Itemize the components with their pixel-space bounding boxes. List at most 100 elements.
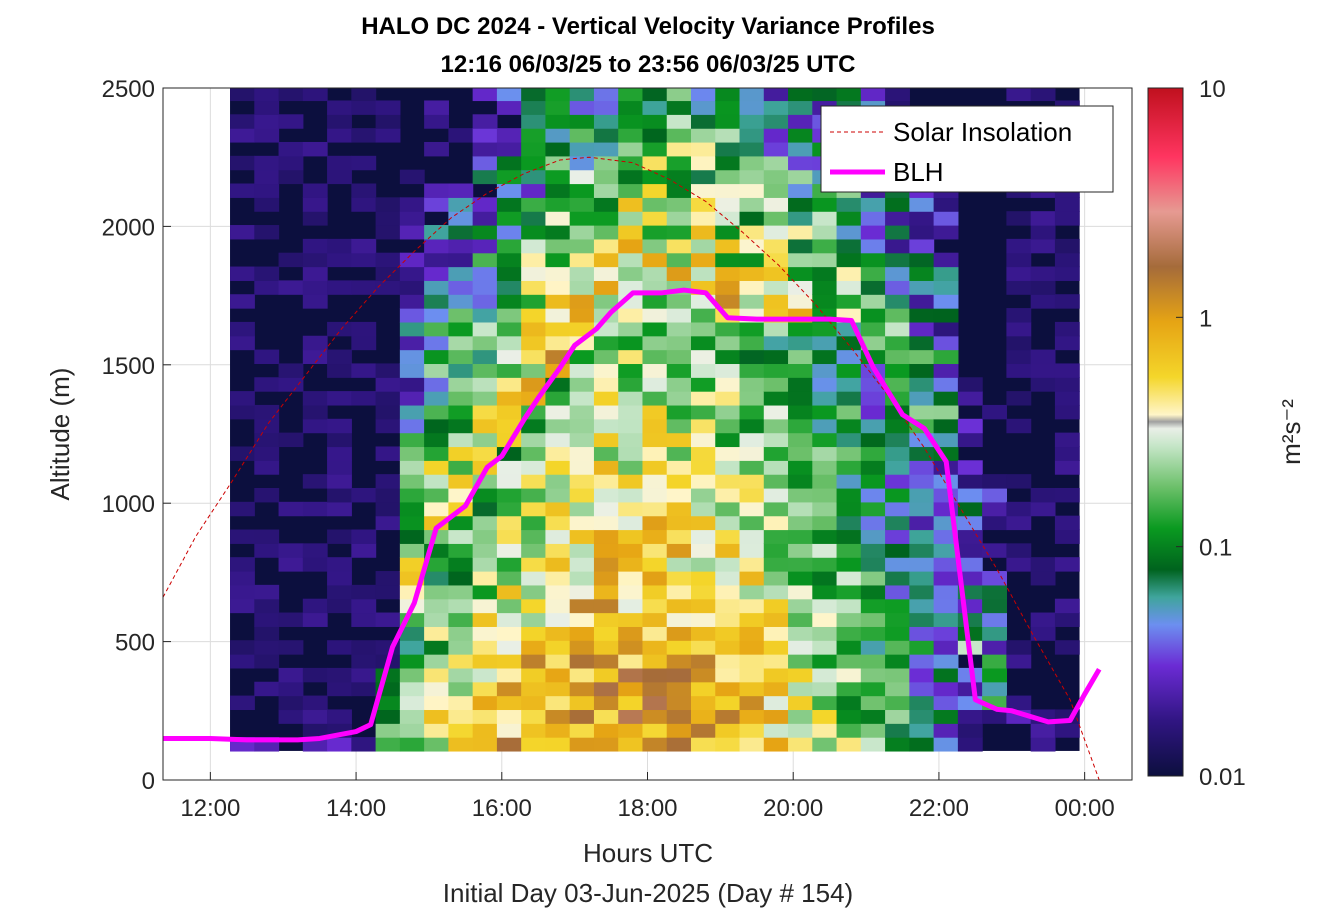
heatmap-cell bbox=[957, 391, 983, 406]
heatmap-cell bbox=[448, 128, 474, 143]
heatmap-cell bbox=[739, 584, 765, 600]
heatmap-cell bbox=[763, 487, 789, 503]
heatmap-cell bbox=[860, 280, 886, 295]
heatmap-cell bbox=[763, 169, 789, 185]
heatmap-cell bbox=[569, 294, 595, 309]
heatmap-cell bbox=[642, 225, 668, 240]
heatmap-cell bbox=[739, 543, 765, 558]
heatmap-cell bbox=[1006, 654, 1032, 669]
heatmap-cell bbox=[472, 557, 498, 572]
heatmap-cell bbox=[569, 225, 595, 240]
heatmap-cell bbox=[642, 183, 668, 198]
heatmap-cell bbox=[375, 391, 401, 406]
heatmap-cell bbox=[375, 266, 401, 281]
heatmap-cell bbox=[569, 626, 595, 641]
heatmap-cell bbox=[812, 487, 838, 503]
heatmap-cell bbox=[545, 128, 571, 143]
heatmap-cell bbox=[690, 404, 716, 420]
heatmap-cell bbox=[666, 487, 692, 503]
colorbar-tick-label: 10 bbox=[1199, 76, 1226, 103]
heatmap-cell bbox=[496, 141, 522, 157]
heatmap-cell bbox=[230, 321, 255, 337]
heatmap-cell bbox=[302, 197, 328, 212]
heatmap-cell bbox=[399, 543, 425, 558]
heatmap-cell bbox=[569, 446, 595, 461]
heatmap-cell bbox=[545, 681, 571, 697]
heatmap-cell bbox=[885, 543, 910, 558]
heatmap-cell bbox=[545, 183, 571, 198]
legend-label-blh: BLH bbox=[893, 157, 944, 187]
heatmap-cell bbox=[424, 557, 449, 572]
heatmap-cell bbox=[860, 681, 886, 697]
heatmap-cell bbox=[1030, 377, 1056, 392]
heatmap-cell bbox=[666, 183, 692, 198]
heatmap-cell bbox=[399, 377, 425, 392]
heatmap-cell bbox=[1054, 460, 1080, 475]
heatmap-cell bbox=[739, 280, 765, 295]
heatmap-cell bbox=[593, 280, 619, 295]
heatmap-cell bbox=[472, 695, 498, 711]
heatmap-cell bbox=[351, 280, 377, 295]
heatmap-cell bbox=[593, 598, 619, 614]
heatmap-cell bbox=[569, 695, 595, 711]
heatmap-cell bbox=[472, 543, 498, 558]
heatmap-cell bbox=[618, 308, 644, 323]
heatmap-cell bbox=[278, 169, 304, 185]
heatmap-cell bbox=[496, 280, 522, 295]
heatmap-cell bbox=[715, 88, 741, 102]
heatmap-cell bbox=[933, 404, 959, 420]
heatmap-cell bbox=[327, 557, 352, 572]
heatmap-cell bbox=[278, 695, 304, 711]
heatmap-cell bbox=[302, 667, 328, 683]
heatmap-cell bbox=[909, 654, 935, 669]
heatmap-cell bbox=[812, 571, 838, 586]
heatmap-cell bbox=[472, 308, 498, 323]
heatmap-cell bbox=[618, 723, 644, 738]
heatmap-cell bbox=[642, 169, 668, 185]
heatmap-cell bbox=[690, 460, 716, 475]
heatmap-cell bbox=[545, 418, 571, 434]
heatmap-cell bbox=[690, 681, 716, 697]
heatmap-cell bbox=[448, 667, 474, 683]
heatmap-cell bbox=[230, 640, 255, 655]
heatmap-cell bbox=[593, 474, 619, 489]
heatmap-cell bbox=[715, 128, 741, 143]
heatmap-cell bbox=[569, 737, 595, 752]
heatmap-cell bbox=[715, 141, 741, 157]
heatmap-cell bbox=[690, 418, 716, 434]
heatmap-cell bbox=[1030, 238, 1056, 254]
heatmap-cell bbox=[933, 266, 959, 281]
heatmap-cell bbox=[763, 529, 789, 544]
heatmap-cell bbox=[424, 626, 449, 641]
heatmap-cell bbox=[933, 377, 959, 392]
heatmap-cell bbox=[593, 667, 619, 683]
heatmap-cell bbox=[351, 640, 377, 655]
heatmap-cell bbox=[254, 225, 280, 240]
heatmap-cell bbox=[715, 626, 741, 641]
heatmap-cell bbox=[545, 737, 571, 752]
heatmap-cell bbox=[763, 335, 789, 351]
heatmap-cell bbox=[788, 709, 813, 724]
heatmap-cell bbox=[666, 377, 692, 392]
heatmap-cell bbox=[424, 695, 449, 711]
heatmap-cell bbox=[957, 612, 983, 627]
heatmap-cell bbox=[788, 460, 813, 475]
heatmap-cell bbox=[399, 349, 425, 365]
heatmap-cell bbox=[618, 612, 644, 627]
heatmap-cell bbox=[642, 294, 668, 309]
heatmap-cell bbox=[836, 584, 862, 600]
heatmap-cell bbox=[666, 238, 692, 254]
heatmap-cell bbox=[739, 460, 765, 475]
heatmap-cell bbox=[375, 612, 401, 627]
heatmap-cell bbox=[982, 571, 1007, 586]
heatmap-cell bbox=[715, 418, 741, 434]
heatmap-cell bbox=[860, 391, 886, 406]
heatmap-cell bbox=[351, 391, 377, 406]
heatmap-cell bbox=[424, 294, 449, 309]
heatmap-cell bbox=[642, 335, 668, 351]
heatmap-cell bbox=[836, 280, 862, 295]
heatmap-cell bbox=[618, 557, 644, 572]
heatmap-cell bbox=[254, 349, 280, 365]
heatmap-cell bbox=[593, 294, 619, 309]
heatmap-cell bbox=[545, 709, 571, 724]
